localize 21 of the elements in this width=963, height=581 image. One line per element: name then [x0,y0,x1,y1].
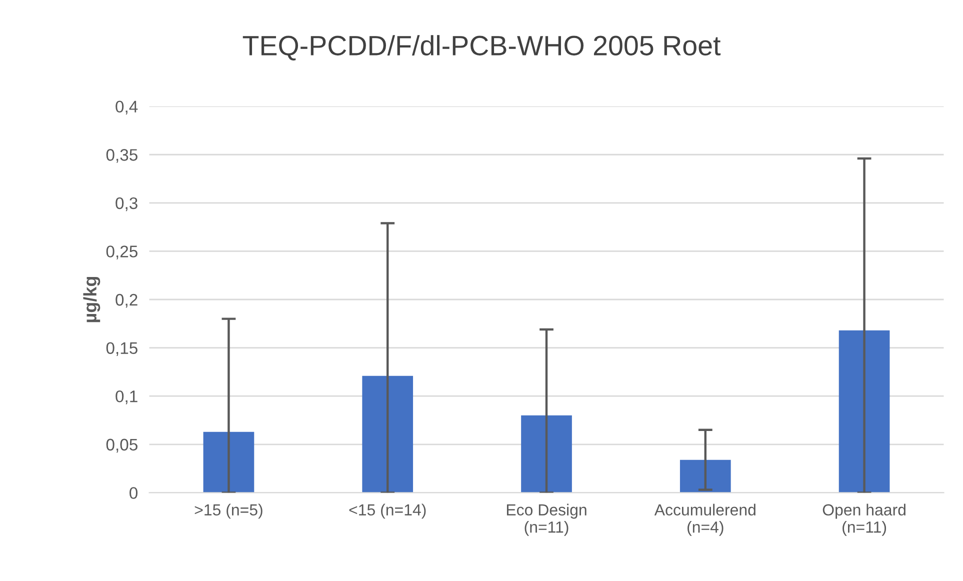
y-tick-label: 0,2 [116,294,138,308]
y-tick-label: 0,15 [106,342,138,356]
x-tick-label: Accumulerend (n=4) [654,504,756,536]
y-tick-label: 0,3 [116,197,138,212]
x-tick-label: >15 (n=5) [194,504,262,519]
bar [680,460,731,493]
x-tick-label: <15 (n=14) [349,504,426,519]
bar [203,432,254,493]
y-tick-label: 0 [130,487,138,499]
y-tick-label: 0,35 [106,149,138,163]
y-axis-title: µg/kg [83,276,100,322]
x-tick-label: Open haard (n=11) [822,504,906,536]
chart-title: TEQ-PCDD/F/dl-PCB-WHO 2005 Roet [242,35,721,60]
bar [838,330,890,493]
x-tick-label: Eco Design (n=11) [506,504,586,536]
y-tick-label: 0,4 [116,100,138,114]
bar [521,415,572,493]
y-tick-label: 0,1 [116,390,138,404]
bar [362,376,414,493]
y-tick-label: 0,05 [106,438,138,453]
y-tick-label: 0,25 [106,246,138,260]
